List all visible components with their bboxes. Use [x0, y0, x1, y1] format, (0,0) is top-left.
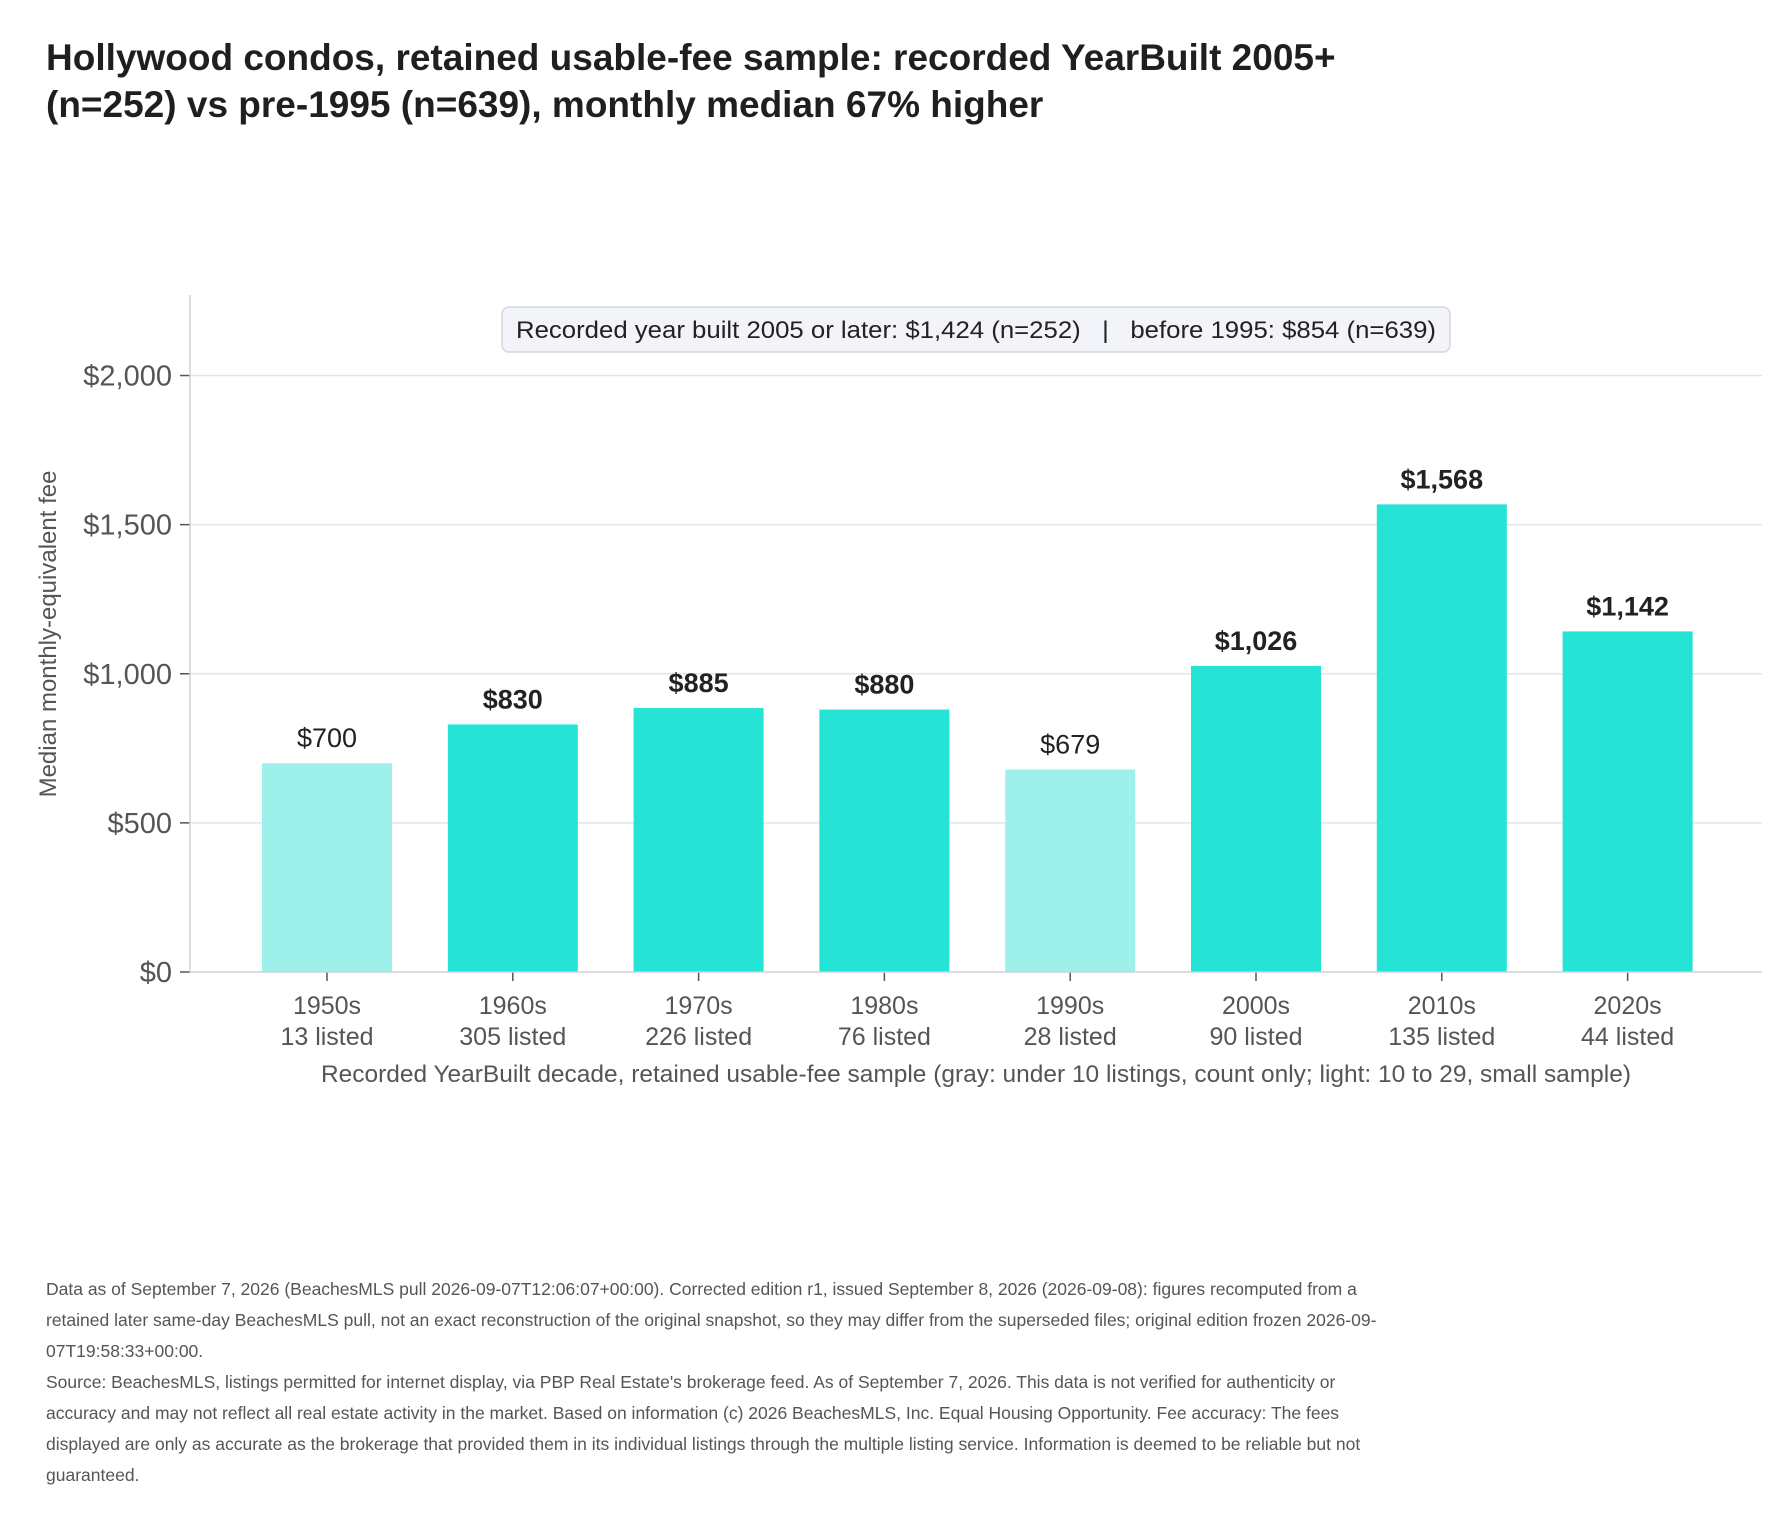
x-tick-count-label: 226 listed	[645, 1023, 752, 1051]
y-tick-label: $1,500	[83, 510, 172, 542]
data-note: Data as of September 7, 2026 (BeachesMLS…	[46, 1279, 1377, 1361]
x-tick-count-label: 90 listed	[1209, 1023, 1302, 1051]
x-tick-label: 1960s	[479, 992, 547, 1020]
x-tick-label: 1990s	[1036, 992, 1104, 1020]
source-note: Source: BeachesMLS, listings permitted f…	[46, 1372, 1361, 1485]
bar-value-label: $830	[483, 684, 543, 714]
annotation-text: Recorded year built 2005 or later: $1,42…	[516, 317, 1436, 344]
y-axis: $0 $500 $1,000 $1,500 $2,000	[83, 361, 190, 989]
bar-1970s	[633, 708, 764, 972]
bar-value-label: $1,142	[1586, 591, 1669, 621]
x-tick-label: 1970s	[665, 992, 733, 1020]
bar-1980s	[819, 709, 950, 972]
annotation-background	[501, 306, 1451, 353]
y-tick-label: $0	[140, 957, 172, 989]
chart-title: Hollywood condos, retained usable-fee sa…	[46, 37, 1336, 125]
x-tick-count-label: 135 listed	[1388, 1023, 1495, 1051]
bar-value-label: $700	[297, 723, 357, 753]
x-tick-count-label: 44 listed	[1581, 1023, 1674, 1051]
bar-value-label: $885	[669, 668, 729, 698]
bar-2000s	[1191, 666, 1321, 972]
y-tick-label: $1,000	[83, 659, 172, 691]
x-tick-label: 1980s	[850, 992, 918, 1020]
bar-value-label: $1,026	[1215, 626, 1298, 656]
y-tick-label: $2,000	[83, 361, 172, 393]
bar-value-label: $679	[1040, 729, 1100, 759]
x-axis: 1950s 13 listed 1960s 305 listed 1970s 226 li…	[280, 972, 1674, 1051]
x-tick-count-label: 305 listed	[459, 1023, 566, 1051]
x-tick-count-label: 13 listed	[280, 1023, 373, 1051]
bar-2020s	[1562, 631, 1693, 972]
bar-value-label: $880	[854, 670, 914, 700]
bars: $700 $830 $885 $880 $679 $1,026 $1,568 $1,142	[262, 464, 1693, 972]
bar-1960s	[447, 724, 578, 972]
x-tick-label: 2000s	[1222, 992, 1290, 1020]
bar-chart: $0 $500 $1,000 $1,500 $2,000 $700 $830 $885 $88…	[35, 295, 1762, 1088]
bar-1990s	[1005, 769, 1136, 972]
grid-lines	[190, 374, 1762, 824]
x-tick-label: 2010s	[1408, 992, 1476, 1020]
x-tick-label: 2020s	[1594, 992, 1662, 1020]
x-tick-count-label: 76 listed	[838, 1023, 931, 1051]
y-axis-label: Median monthly-equivalent fee	[35, 471, 62, 798]
y-tick-label: $500	[107, 808, 172, 840]
bar-1950s	[262, 763, 392, 972]
bar-value-label: $1,568	[1401, 464, 1484, 494]
annotation-box: Recorded year built 2005 or later: $1,42…	[501, 306, 1451, 353]
footnotes: Data as of September 7, 2026 (BeachesMLS…	[46, 1274, 1406, 1491]
x-tick-count-label: 28 listed	[1024, 1023, 1117, 1051]
x-axis-label: Recorded YearBuilt decade, retained usab…	[321, 1061, 1631, 1088]
x-tick-label: 1950s	[293, 992, 361, 1020]
bar-2010s	[1376, 504, 1507, 972]
